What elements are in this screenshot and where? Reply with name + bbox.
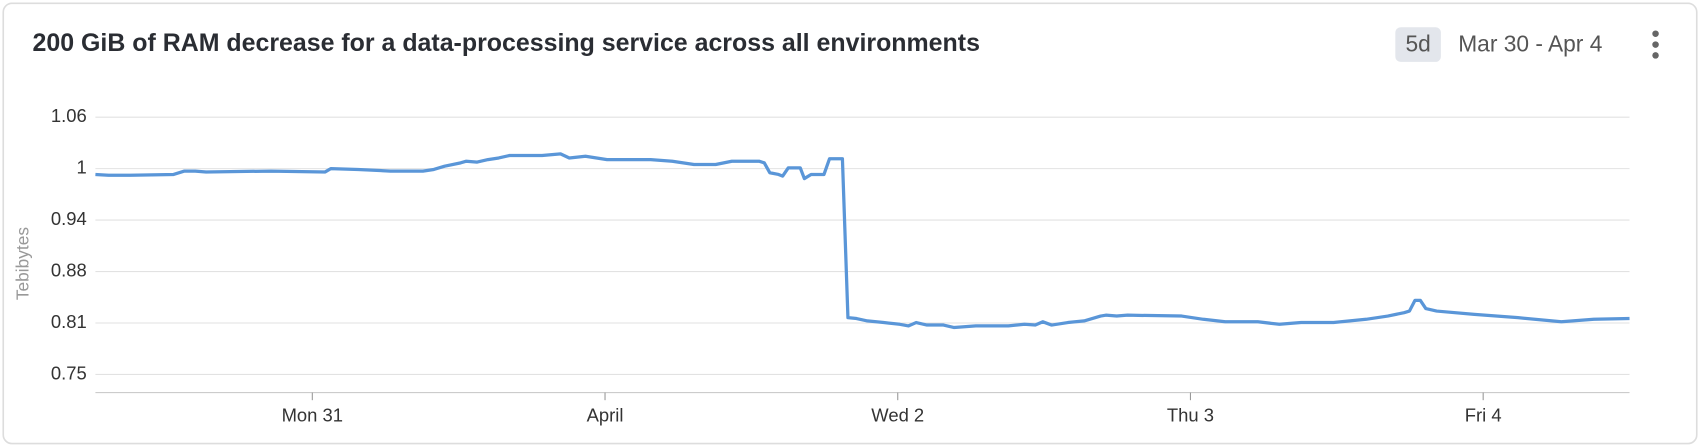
date-range[interactable]: Mar 30 - Apr 4 bbox=[1458, 31, 1602, 57]
data-line bbox=[95, 152, 1630, 330]
y-tick-label: 0.88 bbox=[51, 259, 87, 280]
x-tick-label: Wed 2 bbox=[871, 404, 924, 425]
widget-title: 200 GiB of RAM decrease for a data-proce… bbox=[33, 29, 980, 57]
x-tick-label: Mon 31 bbox=[282, 404, 343, 425]
range-button[interactable]: 5d bbox=[1405, 31, 1430, 57]
x-tick-label: Thu 3 bbox=[1167, 404, 1214, 425]
y-tick-label: 0.81 bbox=[51, 311, 87, 332]
menu-icon[interactable] bbox=[1652, 30, 1659, 59]
y-tick-label: 1.06 bbox=[51, 105, 87, 126]
y-axis-label: Tebibytes bbox=[12, 227, 32, 301]
x-tick-label: April bbox=[587, 404, 624, 425]
y-tick-label: 0.94 bbox=[51, 208, 87, 229]
x-tick-label: Fri 4 bbox=[1465, 404, 1502, 425]
range-button-bg[interactable] bbox=[1395, 27, 1441, 62]
y-tick-label: 1 bbox=[76, 157, 86, 178]
y-tick-label: 0.75 bbox=[51, 362, 87, 383]
